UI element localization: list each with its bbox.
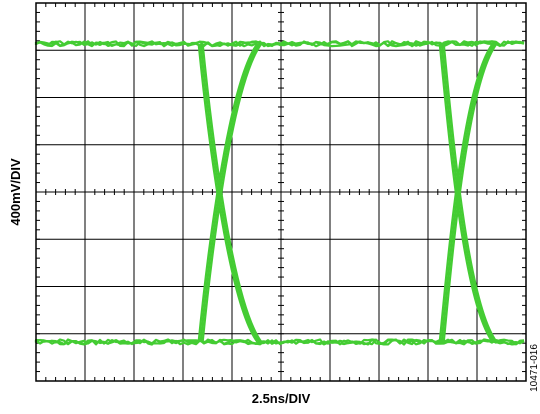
falling-edge-trace — [199, 43, 261, 343]
falling-edge-trace — [201, 43, 263, 343]
rising-edge-trace — [199, 43, 261, 343]
graticule — [35, 2, 527, 382]
low-level-trace — [34, 338, 525, 346]
rising-edge-trace — [442, 43, 498, 343]
figure-id: 10471-016 — [529, 344, 540, 392]
falling-edge-trace — [440, 43, 496, 343]
x-axis-label: 2.5ns/DIV — [252, 391, 311, 406]
rising-edge-trace — [201, 43, 263, 343]
y-axis-label: 400mV/DIV — [8, 158, 23, 226]
rising-edge-trace — [440, 43, 496, 343]
plot-frame — [35, 2, 527, 382]
eye-traces — [34, 40, 525, 346]
falling-edge-trace — [442, 43, 498, 343]
